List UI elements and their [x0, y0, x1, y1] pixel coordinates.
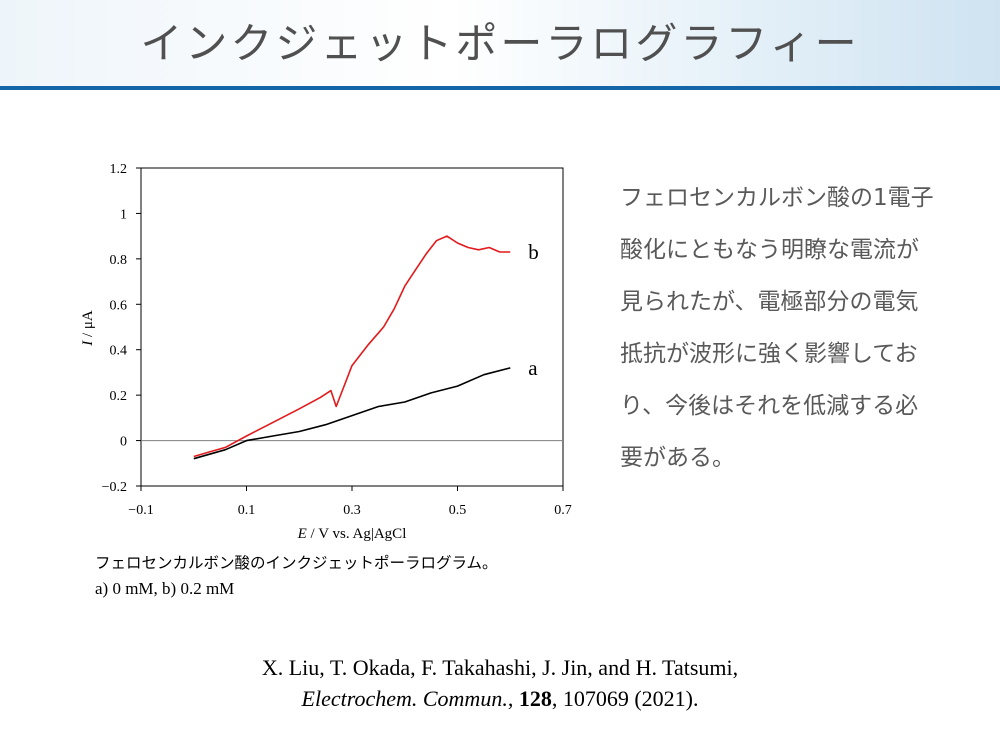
plot-area: −0.2 0 0.2 0.4 0.6 0.8 1 1.2 −0.1 0.1 0.3 0.5 0.7 a b — [102, 162, 572, 518]
y-axis-label: I / μA — [80, 310, 96, 347]
y-tick-label: 0.4 — [110, 344, 128, 359]
reference-citation: X. Liu, T. Okada, F. Takahashi, J. Jin, … — [0, 652, 1000, 714]
x-axis-symbol: E — [297, 526, 307, 542]
x-axis-unit: / V vs. Ag|AgCl — [307, 526, 407, 542]
x-tick-label: 0.5 — [449, 503, 467, 518]
plot-frame — [140, 167, 564, 487]
x-tick-label: 0.7 — [554, 503, 572, 518]
x-tick-label: 0.1 — [238, 503, 256, 518]
slide-header: インクジェットポーラログラフィー — [0, 0, 1000, 86]
y-axis-unit: / μA — [80, 310, 96, 341]
y-tick-label: 1 — [120, 207, 127, 222]
series-label-b: b — [528, 240, 539, 264]
y-tick-label: 0.6 — [110, 298, 128, 313]
caption-line-2: a) 0 mM, b) 0.2 mM — [95, 579, 235, 598]
y-tick-label: 0.2 — [110, 389, 128, 404]
series-line-b — [193, 235, 511, 458]
reference-source: Electrochem. Commun., 128, 107069 (2021)… — [301, 686, 699, 711]
y-tick-label: −0.2 — [102, 480, 127, 495]
y-tick-label: 1.2 — [110, 162, 128, 177]
y-axis-symbol: I — [80, 340, 96, 347]
series-label-a: a — [528, 356, 538, 380]
reference-pages-year: , 107069 (2021). — [551, 686, 699, 711]
slide-title: インクジェットポーラログラフィー — [140, 19, 860, 68]
y-tick-label: 0 — [120, 435, 127, 450]
caption-line-1: フェロセンカルボン酸のインクジェットポーラログラム。 — [95, 554, 498, 572]
figure-caption: フェロセンカルボン酸のインクジェットポーラログラム。 a) 0 mM, b) 0… — [95, 550, 498, 602]
reference-authors: X. Liu, T. Okada, F. Takahashi, J. Jin, … — [261, 655, 739, 680]
x-axis-label: E / V vs. Ag|AgCl — [297, 526, 407, 542]
reference-volume: 128 — [518, 686, 552, 711]
series-line-a — [193, 367, 511, 460]
header-rule — [0, 86, 1000, 90]
x-tick-label: 0.3 — [343, 503, 361, 518]
y-tick-label: 0.8 — [110, 253, 128, 268]
reference-journal: Electrochem. Commun. — [301, 686, 508, 711]
x-tick-label: −0.1 — [128, 503, 153, 518]
explanation-text: フェロセンカルボン酸の1電子酸化にともなう明瞭な電流が見られたが、電極部分の電気… — [620, 185, 934, 471]
polarogram-chart: −0.200.20.40.60.811.2−0.1 0.1 0.3 0.5 0.7ab … — [80, 162, 572, 542]
